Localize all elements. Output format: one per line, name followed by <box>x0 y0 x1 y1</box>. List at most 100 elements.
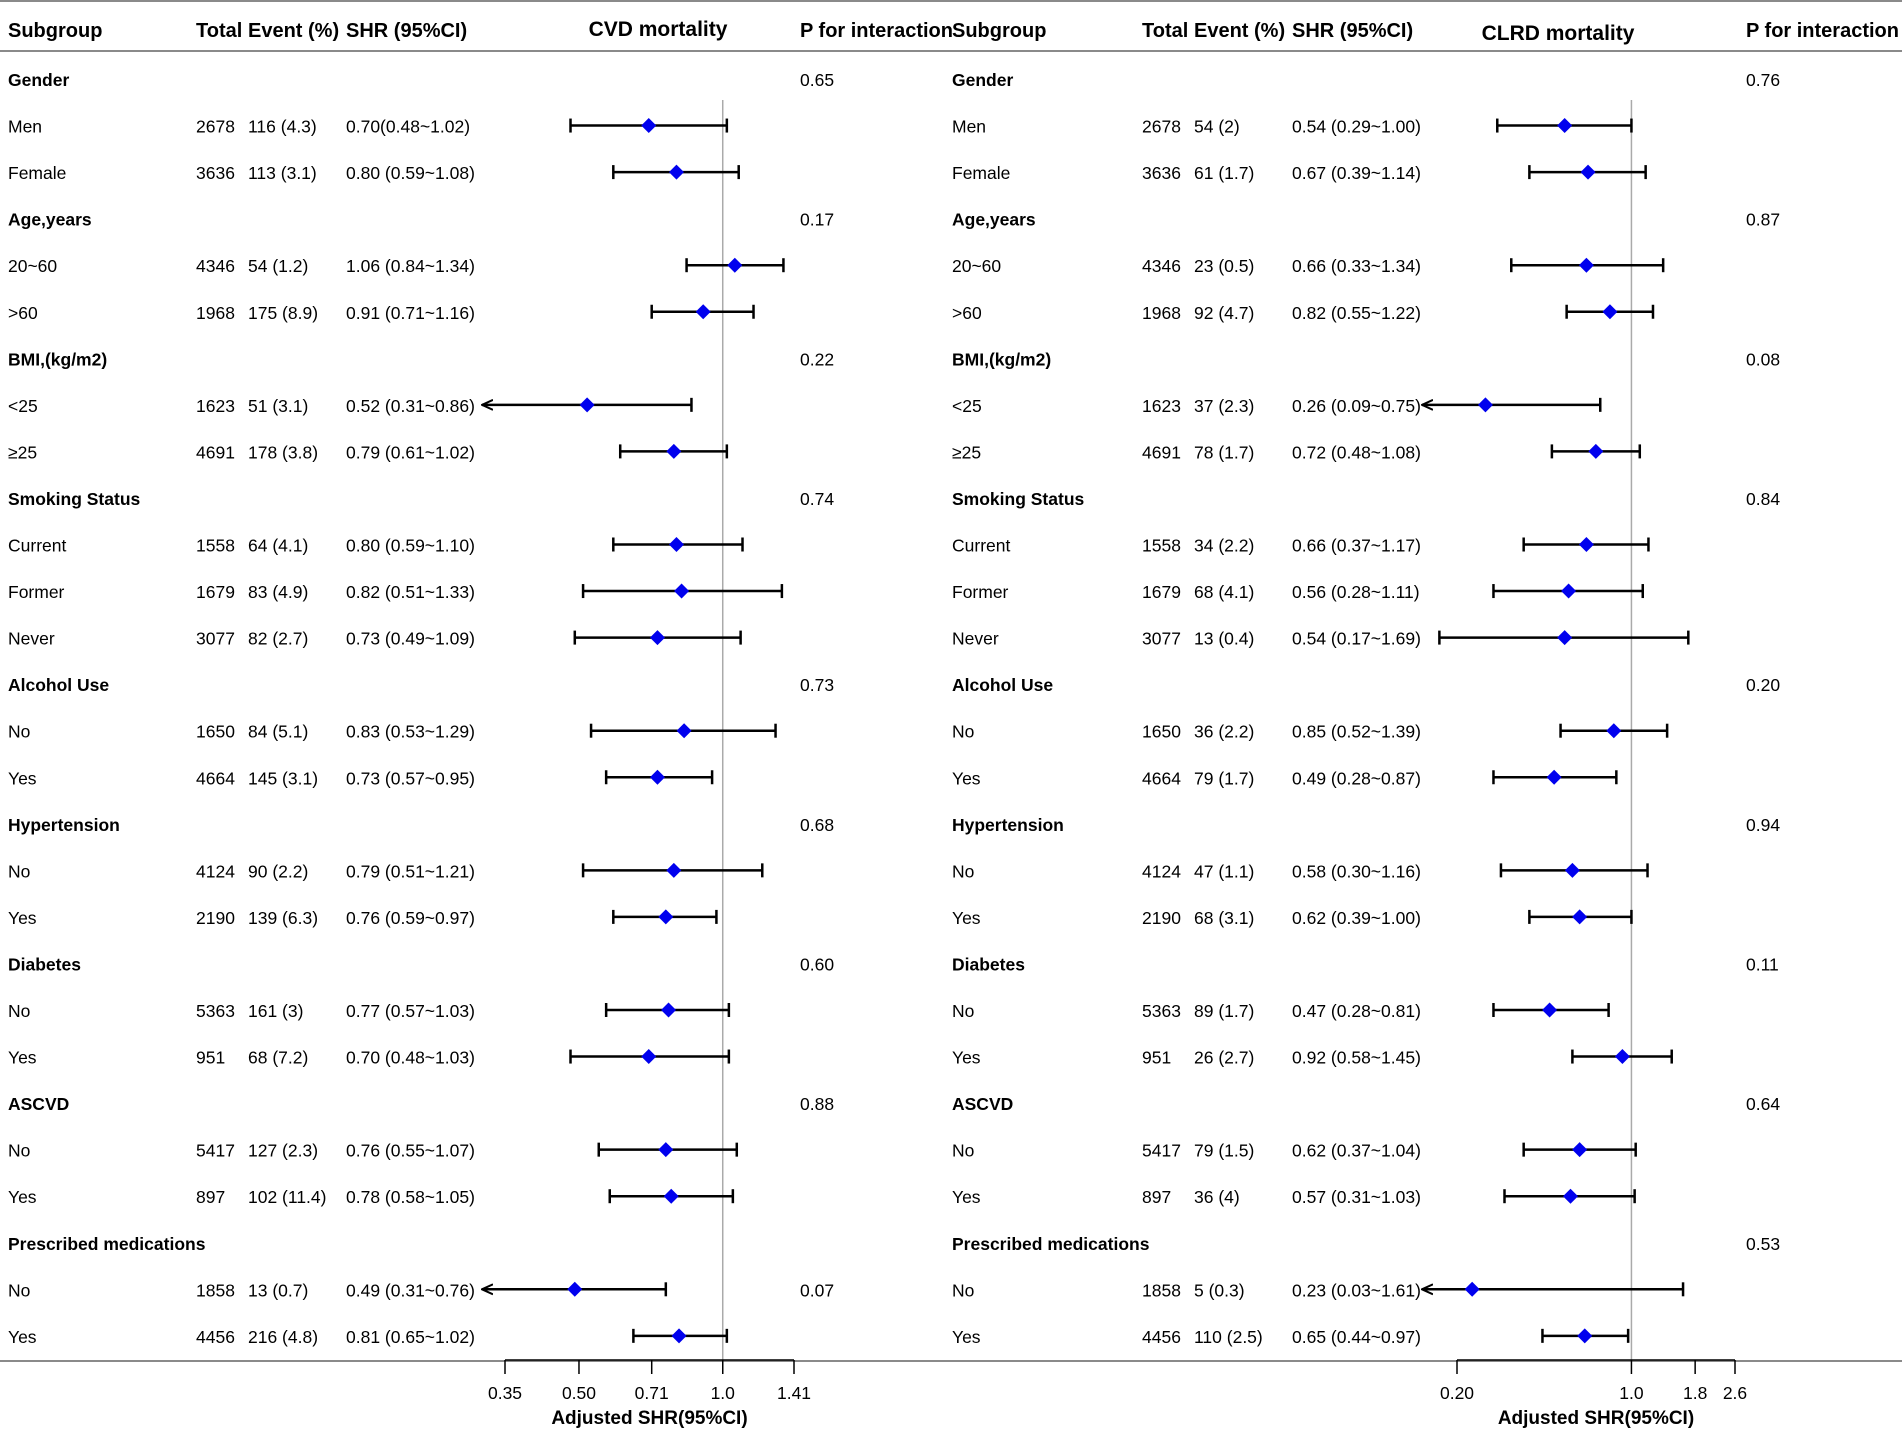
right-row-total: 1623 <box>1142 396 1181 416</box>
right-estimate-marker <box>1588 443 1604 459</box>
left-row-shr: 0.83 (0.53~1.29) <box>346 722 475 742</box>
left-group-label: Diabetes <box>8 954 81 974</box>
left-row-event: 102 (11.4) <box>248 1187 326 1207</box>
right-x-tick-label: 0.20 <box>1440 1383 1474 1403</box>
left-row-event: 161 (3) <box>248 1001 303 1021</box>
left-p-interaction: 0.65 <box>800 70 834 90</box>
left-row-event: 83 (4.9) <box>248 582 308 602</box>
left-group-label: Alcohol Use <box>8 675 109 695</box>
top-rule <box>0 0 1902 2</box>
left-row-shr: 0.70 (0.48~1.03) <box>346 1048 475 1068</box>
left-row-event: 113 (3.1) <box>248 163 317 183</box>
right-row-event: 36 (4) <box>1194 1187 1240 1207</box>
right-row-label: No <box>952 1141 974 1161</box>
right-row-label: No <box>952 861 974 881</box>
right-group-label: Prescribed medications <box>952 1234 1150 1254</box>
right-row-total: 4456 <box>1142 1327 1181 1347</box>
left-x-tick-label: 0.35 <box>488 1383 522 1403</box>
right-estimate-marker <box>1602 304 1618 320</box>
left-row-event: 54 (1.2) <box>248 256 308 276</box>
right-header-event: Event (%) <box>1194 20 1286 42</box>
right-row-total: 897 <box>1142 1187 1171 1207</box>
left-header-subgroup: Subgroup <box>8 20 103 42</box>
left-row-label: No <box>8 1141 30 1161</box>
right-row-label: ≥25 <box>952 442 981 462</box>
right-estimate-marker <box>1546 769 1562 785</box>
left-group-label: Smoking Status <box>8 489 141 509</box>
left-estimate-marker <box>649 769 665 785</box>
left-p-interaction: 0.68 <box>800 815 834 835</box>
left-row-event: 68 (7.2) <box>248 1048 308 1068</box>
right-estimate-marker <box>1561 583 1577 599</box>
right-group-label: ASCVD <box>952 1094 1013 1114</box>
left-group-label: Age,years <box>8 210 92 230</box>
right-row-label: >60 <box>952 303 982 323</box>
right-row-shr: 0.66 (0.37~1.17) <box>1292 536 1421 556</box>
right-row-label: Yes <box>952 768 981 788</box>
left-row-label: Current <box>8 536 66 556</box>
left-row-total: 5417 <box>196 1141 235 1161</box>
left-row-event: 216 (4.8) <box>248 1327 318 1347</box>
left-p-interaction: 0.73 <box>800 675 834 695</box>
left-row-label: No <box>8 1001 30 1021</box>
right-row-total: 1650 <box>1142 722 1181 742</box>
right-estimate-marker <box>1577 1328 1593 1344</box>
left-row-total: 4456 <box>196 1327 235 1347</box>
left-estimate-marker <box>661 1002 677 1018</box>
right-x-tick-label: 2.6 <box>1723 1383 1747 1403</box>
right-p-interaction: 0.94 <box>1746 815 1780 835</box>
left-estimate-marker <box>676 723 692 739</box>
right-row-total: 1858 <box>1142 1280 1181 1300</box>
right-estimate-marker <box>1580 164 1596 180</box>
right-row-event: 79 (1.5) <box>1194 1141 1254 1161</box>
left-estimate-marker <box>658 1142 674 1158</box>
left-header-p-interaction: P for interaction <box>800 20 953 42</box>
right-group-label: Age,years <box>952 210 1036 230</box>
right-row-total: 951 <box>1142 1048 1171 1068</box>
left-estimate-marker <box>668 164 684 180</box>
left-row-label: Yes <box>8 768 37 788</box>
right-group-label: Diabetes <box>952 954 1025 974</box>
left-row-shr: 1.06 (0.84~1.34) <box>346 256 475 276</box>
right-row-shr: 0.54 (0.29~1.00) <box>1292 117 1421 137</box>
right-row-event: 26 (2.7) <box>1194 1048 1254 1068</box>
left-row-total: 897 <box>196 1187 225 1207</box>
right-row-event: 68 (3.1) <box>1194 908 1254 928</box>
right-row-shr: 0.66 (0.33~1.34) <box>1292 256 1421 276</box>
left-row-total: 951 <box>196 1048 225 1068</box>
left-row-shr: 0.81 (0.65~1.02) <box>346 1327 475 1347</box>
right-row-total: 4124 <box>1142 861 1181 881</box>
right-row-label: Yes <box>952 908 981 928</box>
right-estimate-marker <box>1614 1049 1630 1065</box>
left-row-total: 3077 <box>196 629 235 649</box>
right-p-interaction: 0.64 <box>1746 1094 1780 1114</box>
left-row-event: 64 (4.1) <box>248 536 308 556</box>
right-row-event: 23 (0.5) <box>1194 256 1254 276</box>
left-estimate-marker <box>649 630 665 646</box>
right-x-axis-label: Adjusted SHR(95%CI) <box>1498 1408 1694 1429</box>
right-row-event: 92 (4.7) <box>1194 303 1254 323</box>
right-row-shr: 0.54 (0.17~1.69) <box>1292 629 1421 649</box>
right-row-total: 4346 <box>1142 256 1181 276</box>
left-estimate-marker <box>663 1188 679 1204</box>
right-row-event: 37 (2.3) <box>1194 396 1254 416</box>
right-row-event: 110 (2.5) <box>1194 1327 1263 1347</box>
right-row-total: 4664 <box>1142 768 1181 788</box>
right-row-total: 5363 <box>1142 1001 1181 1021</box>
left-p-interaction: 0.22 <box>800 349 834 369</box>
left-row-label: Yes <box>8 1187 37 1207</box>
left-p-interaction: 0.74 <box>800 489 834 509</box>
left-row-total: 2190 <box>196 908 235 928</box>
left-row-total: 5363 <box>196 1001 235 1021</box>
left-chart-title: CVD mortality <box>588 18 728 41</box>
left-row-label: Yes <box>8 1048 37 1068</box>
right-row-shr: 0.67 (0.39~1.14) <box>1292 163 1421 183</box>
left-row-shr: 0.73 (0.49~1.09) <box>346 629 475 649</box>
right-row-label: Yes <box>952 1327 981 1347</box>
right-estimate-marker <box>1606 723 1622 739</box>
left-row-total: 1623 <box>196 396 235 416</box>
right-p-interaction: 0.87 <box>1746 210 1780 230</box>
left-estimate-marker <box>666 862 682 878</box>
right-row-total: 3636 <box>1142 163 1181 183</box>
